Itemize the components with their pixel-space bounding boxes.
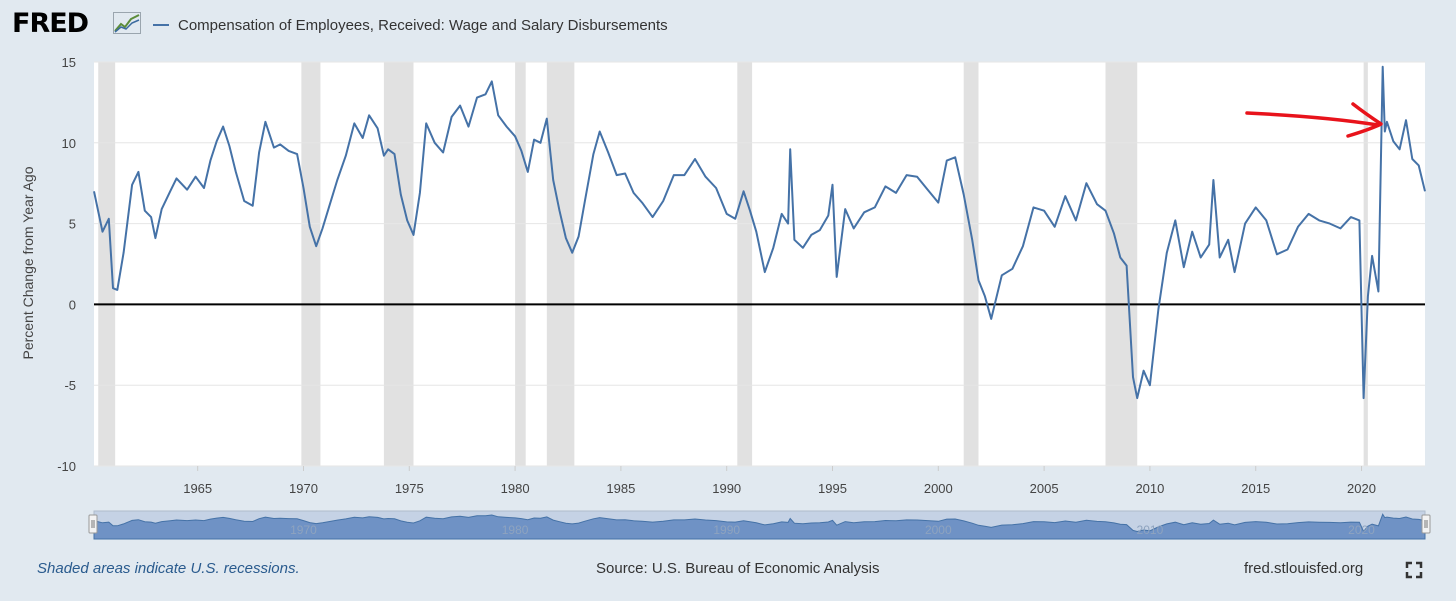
navigator-labels: 1970 1980 1990 2000 2010 2020 bbox=[290, 523, 1375, 537]
recession-band bbox=[383, 62, 414, 466]
x-tick-label: 2010 bbox=[1135, 481, 1164, 496]
recession-note: Shaded areas indicate U.S. recessions. bbox=[37, 560, 300, 577]
y-tick-label: -10 bbox=[57, 459, 76, 474]
x-tick-label: 2000 bbox=[924, 481, 953, 496]
series-line bbox=[93, 65, 1426, 400]
recession-band bbox=[546, 62, 575, 466]
gridlines bbox=[94, 61, 1425, 467]
recession-band bbox=[1363, 62, 1368, 466]
x-tick-label: 2005 bbox=[1030, 481, 1059, 496]
x-tick-label: 1990 bbox=[712, 481, 741, 496]
recession-shading bbox=[98, 62, 1368, 466]
navigator-label: 2010 bbox=[1137, 523, 1164, 537]
chart-legend: Compensation of Employees, Received: Wag… bbox=[153, 14, 668, 36]
y-axis-ticks: 15 10 5 0 -5 -10 bbox=[57, 55, 76, 474]
x-tick-label: 2015 bbox=[1241, 481, 1270, 496]
x-tick-label: 2020 bbox=[1347, 481, 1376, 496]
navigator-left-handle[interactable] bbox=[88, 514, 98, 534]
navigator-series bbox=[93, 513, 1426, 540]
line-chart: 15 10 5 0 -5 -10 1965 1970 1975 1980 1985 1990 1995… bbox=[20, 55, 1431, 540]
x-tick-label: 1985 bbox=[606, 481, 635, 496]
x-tick-label: 1970 bbox=[289, 481, 318, 496]
navigator-right-handle[interactable] bbox=[1421, 514, 1431, 534]
legend-line-swatch bbox=[153, 24, 169, 26]
recession-band bbox=[963, 62, 979, 466]
navigator[interactable]: 1970 1980 1990 2000 2010 2020 bbox=[88, 510, 1431, 540]
fred-logo[interactable]: FRED bbox=[12, 8, 89, 39]
y-tick-label: 15 bbox=[62, 55, 76, 70]
plot-background bbox=[94, 62, 1425, 466]
fullscreen-icon[interactable] bbox=[1405, 561, 1423, 579]
y-tick-label: 5 bbox=[69, 217, 76, 232]
source-text: Source: U.S. Bureau of Economic Analysis bbox=[596, 560, 880, 577]
recession-band bbox=[301, 62, 321, 466]
x-tick-label: 1995 bbox=[818, 481, 847, 496]
x-tick-label: 1965 bbox=[183, 481, 212, 496]
y-tick-label: -5 bbox=[64, 378, 76, 393]
navigator-label: 1980 bbox=[502, 523, 529, 537]
recession-band bbox=[98, 62, 116, 466]
y-axis-label: Percent Change from Year Ago bbox=[20, 166, 36, 359]
site-link[interactable]: fred.stlouisfed.org bbox=[1244, 560, 1364, 577]
y-tick-label: 0 bbox=[69, 297, 76, 312]
navigator-label: 2000 bbox=[925, 523, 952, 537]
recession-band bbox=[1105, 62, 1138, 466]
x-axis-ticks: 1965 1970 1975 1980 1985 1990 1995 2000 2005 2010… bbox=[183, 466, 1376, 496]
recession-band bbox=[515, 62, 526, 466]
annotation-arrow bbox=[1245, 102, 1383, 138]
navigator-label: 2020 bbox=[1348, 523, 1375, 537]
x-tick-label: 1980 bbox=[501, 481, 530, 496]
fred-chart-icon bbox=[113, 12, 141, 34]
x-tick-label: 1975 bbox=[395, 481, 424, 496]
y-tick-label: 10 bbox=[62, 136, 76, 151]
recession-band bbox=[737, 62, 753, 466]
legend-label: Compensation of Employees, Received: Wag… bbox=[178, 16, 668, 34]
navigator-label: 1990 bbox=[713, 523, 740, 537]
navigator-label: 1970 bbox=[290, 523, 317, 537]
